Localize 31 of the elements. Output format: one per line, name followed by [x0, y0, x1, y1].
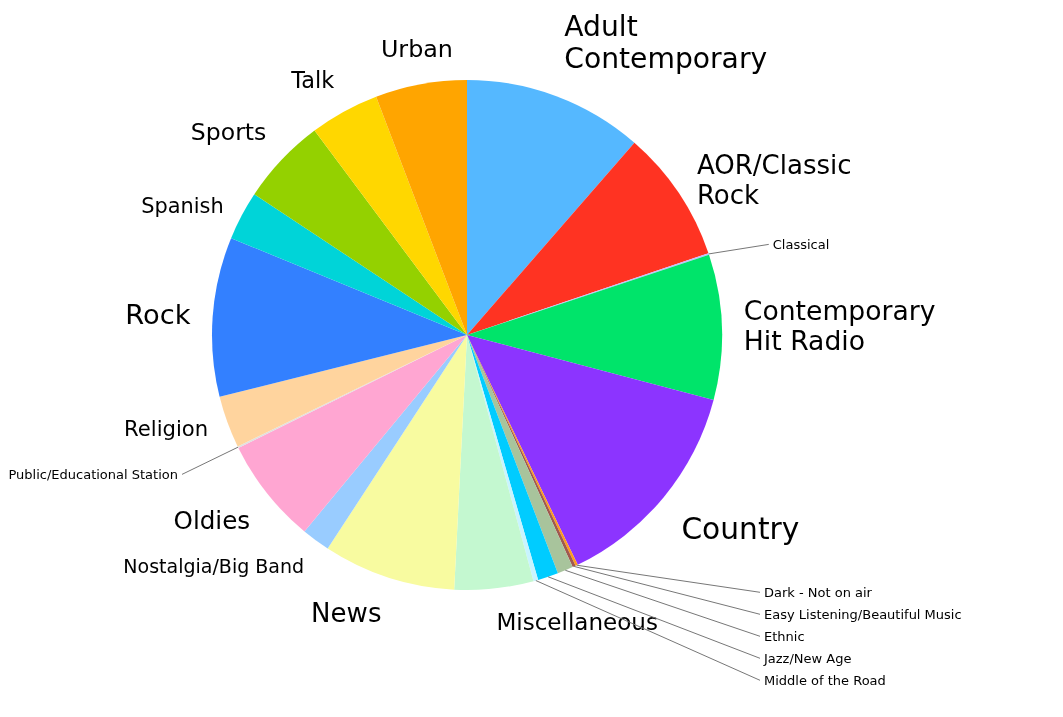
slice-label: Easy Listening/Beautiful Music	[764, 607, 962, 623]
slice-label: Dark - Not on air	[764, 585, 873, 601]
slice-label: Middle of the Road	[764, 673, 886, 689]
slice-label: Country	[681, 510, 800, 546]
slice-label: Miscellaneous	[496, 609, 658, 636]
pie-slice	[454, 335, 534, 590]
slice-label: AOR/Classic Rock	[696, 150, 852, 211]
slice-label: Oldies	[173, 505, 251, 535]
pie-slice	[467, 80, 635, 335]
slice-label: Rock	[125, 298, 191, 330]
slice-label: Talk	[290, 66, 335, 93]
pie-slice	[327, 335, 467, 590]
slice-label: Jazz/New Age	[763, 651, 852, 667]
slice-label: Ethnic	[764, 629, 805, 645]
slice-label: Urban	[380, 35, 453, 64]
slice-label: Adult Contemporary	[564, 9, 768, 76]
slice-label: Spanish	[141, 193, 224, 218]
pie-slice	[212, 238, 467, 397]
slice-label: Nostalgia/Big Band	[123, 555, 305, 578]
pie-slice	[314, 96, 467, 335]
slice-label: Classical	[772, 237, 830, 253]
slice-label: News	[311, 597, 382, 628]
pie-slice	[231, 194, 467, 335]
pie-slice	[376, 80, 467, 335]
pie-slice	[304, 335, 467, 549]
pie-slice	[467, 254, 722, 400]
pie-slice	[467, 335, 558, 580]
slice-label: Sports	[190, 117, 267, 146]
slice-label: Public/Educational Station	[8, 467, 178, 483]
slice-label: Contemporary Hit Radio	[743, 294, 936, 357]
slice-label: Religion	[124, 415, 209, 441]
